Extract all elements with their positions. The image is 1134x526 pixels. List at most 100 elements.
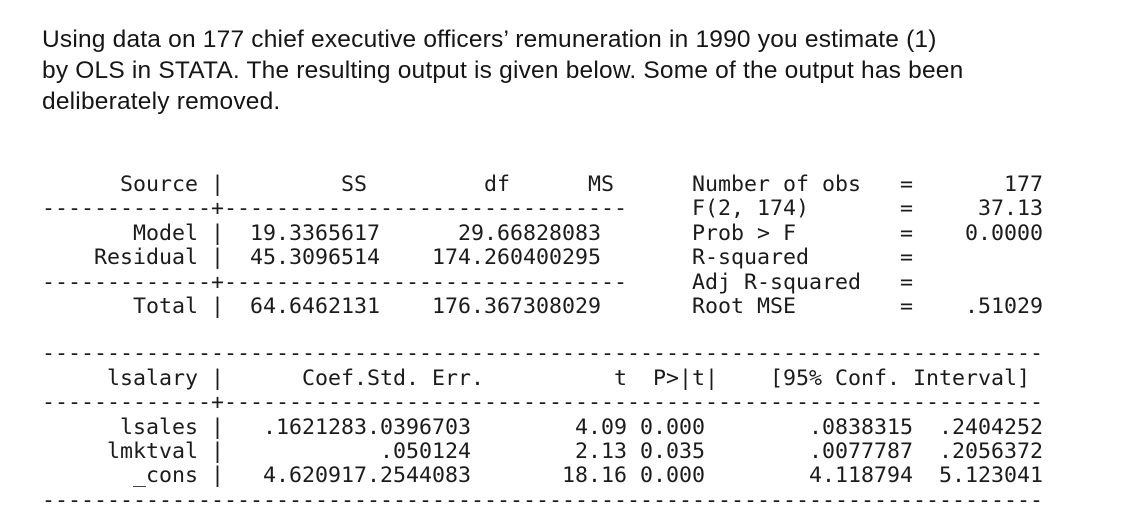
fit-stat-label-rsq: R-squared	[692, 245, 810, 271]
anova-header-ss: SS	[340, 172, 367, 197]
coef-row-cons: _cons | 4.620917 .2544083 18.16 0.000 4.…	[42, 463, 1134, 489]
anova-separator-row: -------------+--------------------------…	[42, 196, 1134, 222]
fit-stat-label-f: F(2, 174)	[692, 196, 810, 222]
table-bar: |	[210, 172, 224, 197]
coef-separator-row: -------------+--------------------------…	[42, 390, 1134, 416]
table-bar: |	[210, 365, 224, 391]
horizontal-rule-row: ----------------------------------------…	[42, 341, 1134, 367]
dashed-separator: -------------+--------------------------…	[42, 390, 1044, 416]
lsales-t: 4.09	[574, 414, 627, 440]
anova-header-ms: MS	[587, 172, 614, 197]
table-bar: |	[210, 414, 224, 440]
table-bar: |	[210, 463, 224, 489]
spacer	[627, 271, 692, 295]
anova-row-total: Total | 64.6462131 176 .367308029 Root M…	[42, 294, 1134, 320]
lmktval-coef	[224, 440, 367, 464]
fit-stat-value-probf: 0.0000	[964, 220, 1043, 246]
lsales-se: .0396703	[367, 414, 472, 440]
anova-header-row: Source | SS df MS Number of obs = 177	[42, 172, 1134, 197]
lsales-coef: .1621283	[262, 414, 367, 440]
question-text-line-3: deliberately removed.	[42, 88, 281, 115]
coef-row-lmktval: lmktval | .050124 2.13 0.035 .0077787 .2…	[42, 439, 1134, 465]
fit-stat-label-probf: Prob > F	[692, 220, 797, 246]
table-bar: |	[210, 294, 224, 320]
equals-sign: =	[900, 196, 914, 222]
lmktval-t: 2.13	[574, 439, 627, 465]
var-name-cons: _cons	[132, 463, 198, 489]
lmktval-se: .050124	[379, 439, 471, 465]
coef-header-row: lsalary | Coef. Std. Err. t P>|t| [95% C…	[42, 365, 1134, 391]
fit-stat-label-adjrsq: Adj R-squared	[692, 269, 862, 295]
equals-sign: =	[900, 245, 914, 271]
cons-se: .2544083	[367, 463, 472, 489]
dashed-line: ----------------------------------------…	[42, 341, 1044, 367]
fit-stat-value-rsq	[926, 246, 1043, 270]
anova-total-df: 176	[431, 294, 471, 320]
anova-source-model: Model	[132, 220, 198, 246]
anova-row-model: Model | 19.3365617 2 9.66828083 Prob > F…	[42, 220, 1134, 246]
anova-source-residual: Residual	[93, 245, 198, 271]
anova-model-ms: 9.66828083	[471, 220, 602, 246]
fit-stat-value-f: 37.13	[978, 196, 1044, 222]
spacer	[601, 246, 692, 270]
question-text-line-1: Using data on 177 chief executive office…	[42, 26, 937, 53]
anova-model-ss: 19.3365617	[249, 220, 380, 246]
cons-ci-low: 4.118794	[808, 463, 913, 489]
fit-stat-label-rootmse: Root MSE	[692, 294, 797, 320]
lsales-p: 0.000	[639, 414, 705, 440]
coef-header-t: t	[613, 365, 627, 391]
cons-coef: 4.620917	[262, 463, 367, 489]
depvar-label: lsalary	[106, 365, 198, 391]
anova-separator-row: -------------+--------------------------…	[42, 269, 1134, 295]
anova-residual-ms: .260400295	[471, 245, 602, 271]
fit-stat-value-adjrsq	[926, 271, 1043, 295]
fit-stat-value-obs: 177	[1003, 172, 1043, 197]
question-text-line-2: by OLS in STATA. The resulting output is…	[42, 57, 964, 84]
anova-total-ss: 64.6462131	[249, 294, 380, 320]
anova-row-residual: Residual | 45.3096514 174 .260400295 R-s…	[42, 245, 1134, 271]
anova-model-df: 2	[457, 220, 471, 246]
spacer	[601, 222, 692, 246]
var-name-lmktval: lmktval	[106, 439, 198, 465]
spacer	[614, 173, 692, 197]
anova-table: Source | SS df MS Number of obs = 177 --…	[42, 172, 1134, 320]
coef-header-coef: Coef.	[301, 365, 367, 391]
var-name-lsales: lsales	[119, 414, 198, 440]
equals-sign: =	[900, 220, 914, 246]
dashed-line: ----------------------------------------…	[42, 487, 1044, 513]
table-bar: |	[210, 439, 224, 465]
stata-output: Source | SS df MS Number of obs = 177 --…	[42, 172, 1134, 513]
coefficient-table: ----------------------------------------…	[42, 342, 1134, 513]
equals-sign: =	[900, 269, 914, 295]
anova-residual-ss: 45.3096514	[249, 245, 380, 271]
lsales-ci-high: .2404252	[938, 414, 1043, 440]
equals-sign: =	[900, 172, 914, 197]
equals-sign: =	[900, 294, 914, 320]
anova-header-df: df	[483, 172, 510, 197]
lsales-ci-low: .0838315	[808, 414, 913, 440]
coef-header-ci: [95% Conf. Interval]	[769, 365, 1030, 391]
anova-source-total: Total	[132, 294, 198, 320]
fit-stat-label-obs: Number of obs	[692, 172, 862, 197]
lmktval-ci-low: .0077787	[808, 439, 913, 465]
anova-residual-df: 174	[431, 245, 471, 271]
cons-p: 0.000	[639, 463, 705, 489]
dashed-separator: -------------+--------------------------…	[42, 269, 628, 295]
dashed-separator: -------------+--------------------------…	[42, 196, 628, 222]
table-bar: |	[210, 245, 224, 271]
coef-row-lsales: lsales | .1621283 .0396703 4.09 0.000 .0…	[42, 414, 1134, 440]
cons-t: 18.16	[561, 463, 627, 489]
table-bar: |	[210, 220, 224, 246]
fit-stat-value-rootmse: .51029	[964, 294, 1043, 320]
anova-total-ms: .367308029	[471, 294, 602, 320]
spacer	[601, 295, 692, 319]
spacer	[627, 197, 692, 221]
question-text: Using data on 177 chief executive office…	[42, 24, 1134, 117]
anova-header-source: Source	[119, 172, 198, 197]
coef-header-se: Std. Err.	[367, 365, 485, 391]
lmktval-p: 0.035	[639, 439, 705, 465]
coef-header-p: P>|t|	[652, 365, 718, 391]
cons-ci-high: 5.123041	[938, 463, 1043, 489]
horizontal-rule-row: ----------------------------------------…	[42, 487, 1134, 513]
